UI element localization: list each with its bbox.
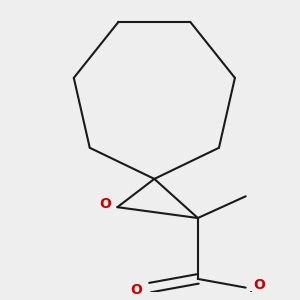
Text: O: O <box>130 283 142 297</box>
Text: O: O <box>100 197 111 211</box>
Text: O: O <box>253 278 265 292</box>
